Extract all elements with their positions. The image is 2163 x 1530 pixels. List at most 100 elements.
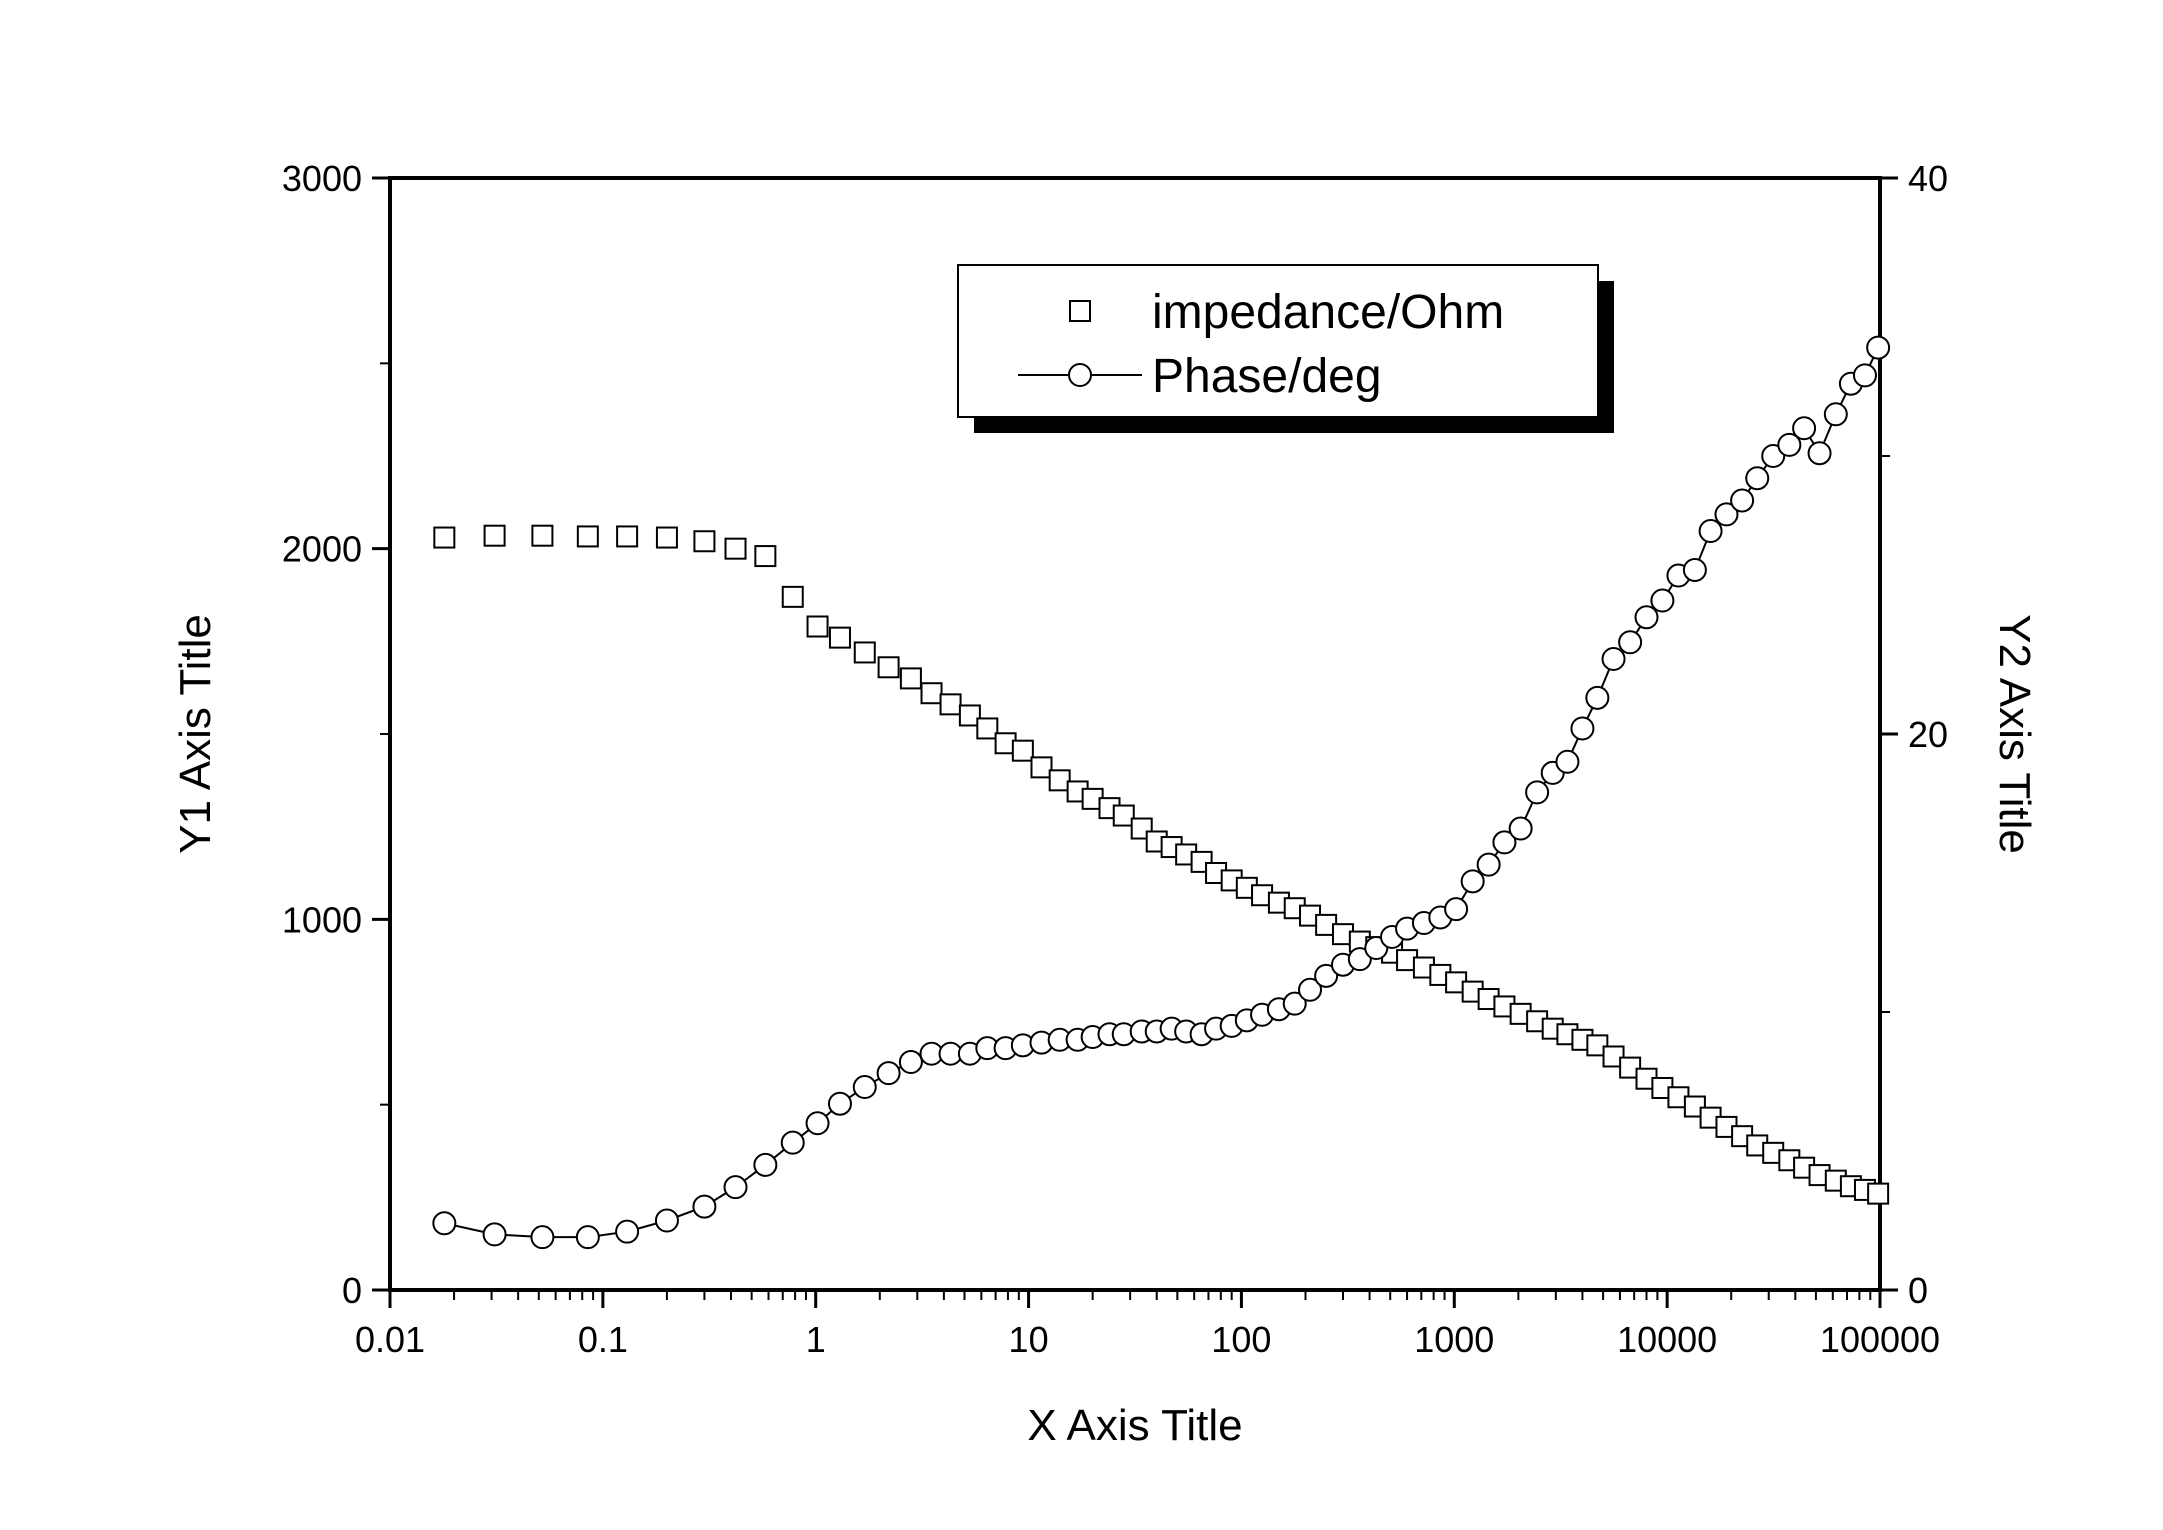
- legend-label: Phase/deg: [1152, 350, 1382, 403]
- y1-axis-title: Y1 Axis Title: [171, 614, 220, 854]
- data-point-circle: [1761, 444, 1786, 468]
- data-point-circle: [1852, 363, 1877, 388]
- data-point-circle: [1444, 897, 1469, 922]
- data-point-circle: [1555, 749, 1580, 774]
- data-point-circle: [1650, 588, 1675, 613]
- x-tick-label: 100: [1211, 1319, 1271, 1360]
- data-point-square: [1030, 756, 1053, 779]
- x-axis-title: X Axis Title: [1027, 1401, 1242, 1450]
- data-point-square: [1011, 739, 1034, 762]
- data-point-square: [1867, 1182, 1890, 1205]
- data-point-circle: [753, 1152, 778, 1177]
- data-point-circle: [1823, 402, 1848, 427]
- data-point-square: [939, 693, 962, 716]
- data-point-circle: [1525, 780, 1550, 805]
- data-point-circle: [876, 1061, 901, 1086]
- y1-axis-ticks: 0 1000 2000 3000: [282, 158, 390, 1311]
- data-point-square: [483, 524, 506, 547]
- data-point-circle: [1298, 977, 1323, 1002]
- legend-label: impedance/Ohm: [1152, 286, 1504, 339]
- data-point-circle: [1634, 605, 1659, 630]
- y1-tick-label: 2000: [282, 529, 362, 570]
- data-point-circle: [1585, 685, 1610, 710]
- data-point-circle: [1314, 963, 1339, 988]
- data-point-square: [806, 615, 829, 638]
- data-point-square: [899, 667, 922, 690]
- data-point-circle: [1698, 519, 1723, 544]
- data-point-square: [531, 524, 554, 547]
- x-tick-label: 1000: [1414, 1319, 1494, 1360]
- data-point-circle: [1508, 816, 1533, 841]
- legend-item: impedance/Ohm: [1069, 286, 1504, 339]
- data-point-circle: [575, 1225, 600, 1250]
- legend-items: impedance/Ohm Phase/deg: [1018, 286, 1504, 403]
- series-impedance: [433, 524, 1890, 1205]
- data-point-square: [920, 682, 943, 705]
- data-point-square: [754, 545, 777, 568]
- data-point-circle: [805, 1111, 830, 1136]
- data-point-circle: [1601, 646, 1626, 671]
- legend-box: [957, 264, 1599, 418]
- data-point-circle: [1792, 416, 1817, 441]
- data-point-circle: [482, 1222, 507, 1247]
- legend-item: Phase/deg: [1018, 350, 1382, 403]
- legend: impedance/Ohm Phase/deg: [957, 264, 1614, 433]
- data-point-circle: [1682, 557, 1707, 582]
- data-point-square: [724, 537, 747, 560]
- data-point-circle: [1282, 991, 1307, 1016]
- x-tick-label: 0.1: [578, 1319, 628, 1360]
- y2-tick-label: 20: [1908, 714, 1948, 755]
- x-tick-label: 100000: [1820, 1319, 1940, 1360]
- data-point-square: [828, 626, 851, 649]
- data-point-circle: [1347, 947, 1372, 972]
- y1-tick-label: 1000: [282, 899, 362, 940]
- data-point-circle: [432, 1211, 457, 1236]
- data-point-square: [576, 525, 599, 548]
- data-point-square: [693, 530, 716, 553]
- data-point-circle: [1777, 432, 1802, 457]
- data-point-circle: [1460, 869, 1485, 894]
- x-tick-label: 1: [806, 1319, 826, 1360]
- data-point-circle: [1570, 716, 1595, 741]
- x-tick-label: 0.01: [355, 1319, 425, 1360]
- data-point-circle: [1476, 852, 1501, 877]
- data-point-square: [616, 525, 639, 548]
- data-point-square: [976, 717, 999, 740]
- y1-tick-label: 0: [342, 1270, 362, 1311]
- data-point-circle: [615, 1219, 640, 1244]
- x-tick-label: 10: [1009, 1319, 1049, 1360]
- y1-tick-label: 3000: [282, 158, 362, 199]
- x-tick-label: 10000: [1617, 1319, 1717, 1360]
- legend-circle-marker: [1068, 363, 1092, 387]
- data-point-circle: [898, 1050, 923, 1075]
- data-point-circle: [1618, 630, 1643, 655]
- series-layer: [432, 335, 1891, 1250]
- data-point-circle: [1730, 488, 1755, 513]
- data-point-square: [1602, 1045, 1625, 1068]
- data-point-square: [433, 526, 456, 549]
- data-point-square: [655, 526, 678, 549]
- data-point-square: [1586, 1034, 1609, 1057]
- data-point-circle: [827, 1091, 852, 1116]
- data-point-square: [1112, 804, 1135, 827]
- data-point-circle: [692, 1194, 717, 1219]
- data-point-circle: [1492, 830, 1517, 855]
- legend-square-marker: [1069, 300, 1091, 322]
- series-phase: [432, 335, 1891, 1250]
- data-point-circle: [530, 1225, 555, 1250]
- data-point-square: [958, 704, 981, 727]
- data-point-circle: [654, 1208, 679, 1233]
- data-point-circle: [1745, 466, 1770, 491]
- y2-axis-ticks: 0 20 40: [1880, 158, 1948, 1311]
- data-point-circle: [723, 1175, 748, 1200]
- y2-axis-title: Y2 Axis Title: [1990, 614, 2039, 854]
- y2-tick-label: 0: [1908, 1270, 1928, 1311]
- data-point-square: [877, 656, 900, 679]
- data-point-circle: [1866, 335, 1891, 360]
- data-point-square: [1619, 1056, 1642, 1079]
- data-point-square: [853, 641, 876, 664]
- data-point-circle: [1714, 502, 1739, 527]
- x-axis-ticks: 0.01 0.1 1 10 100 1000 10000 100000: [355, 1290, 1940, 1360]
